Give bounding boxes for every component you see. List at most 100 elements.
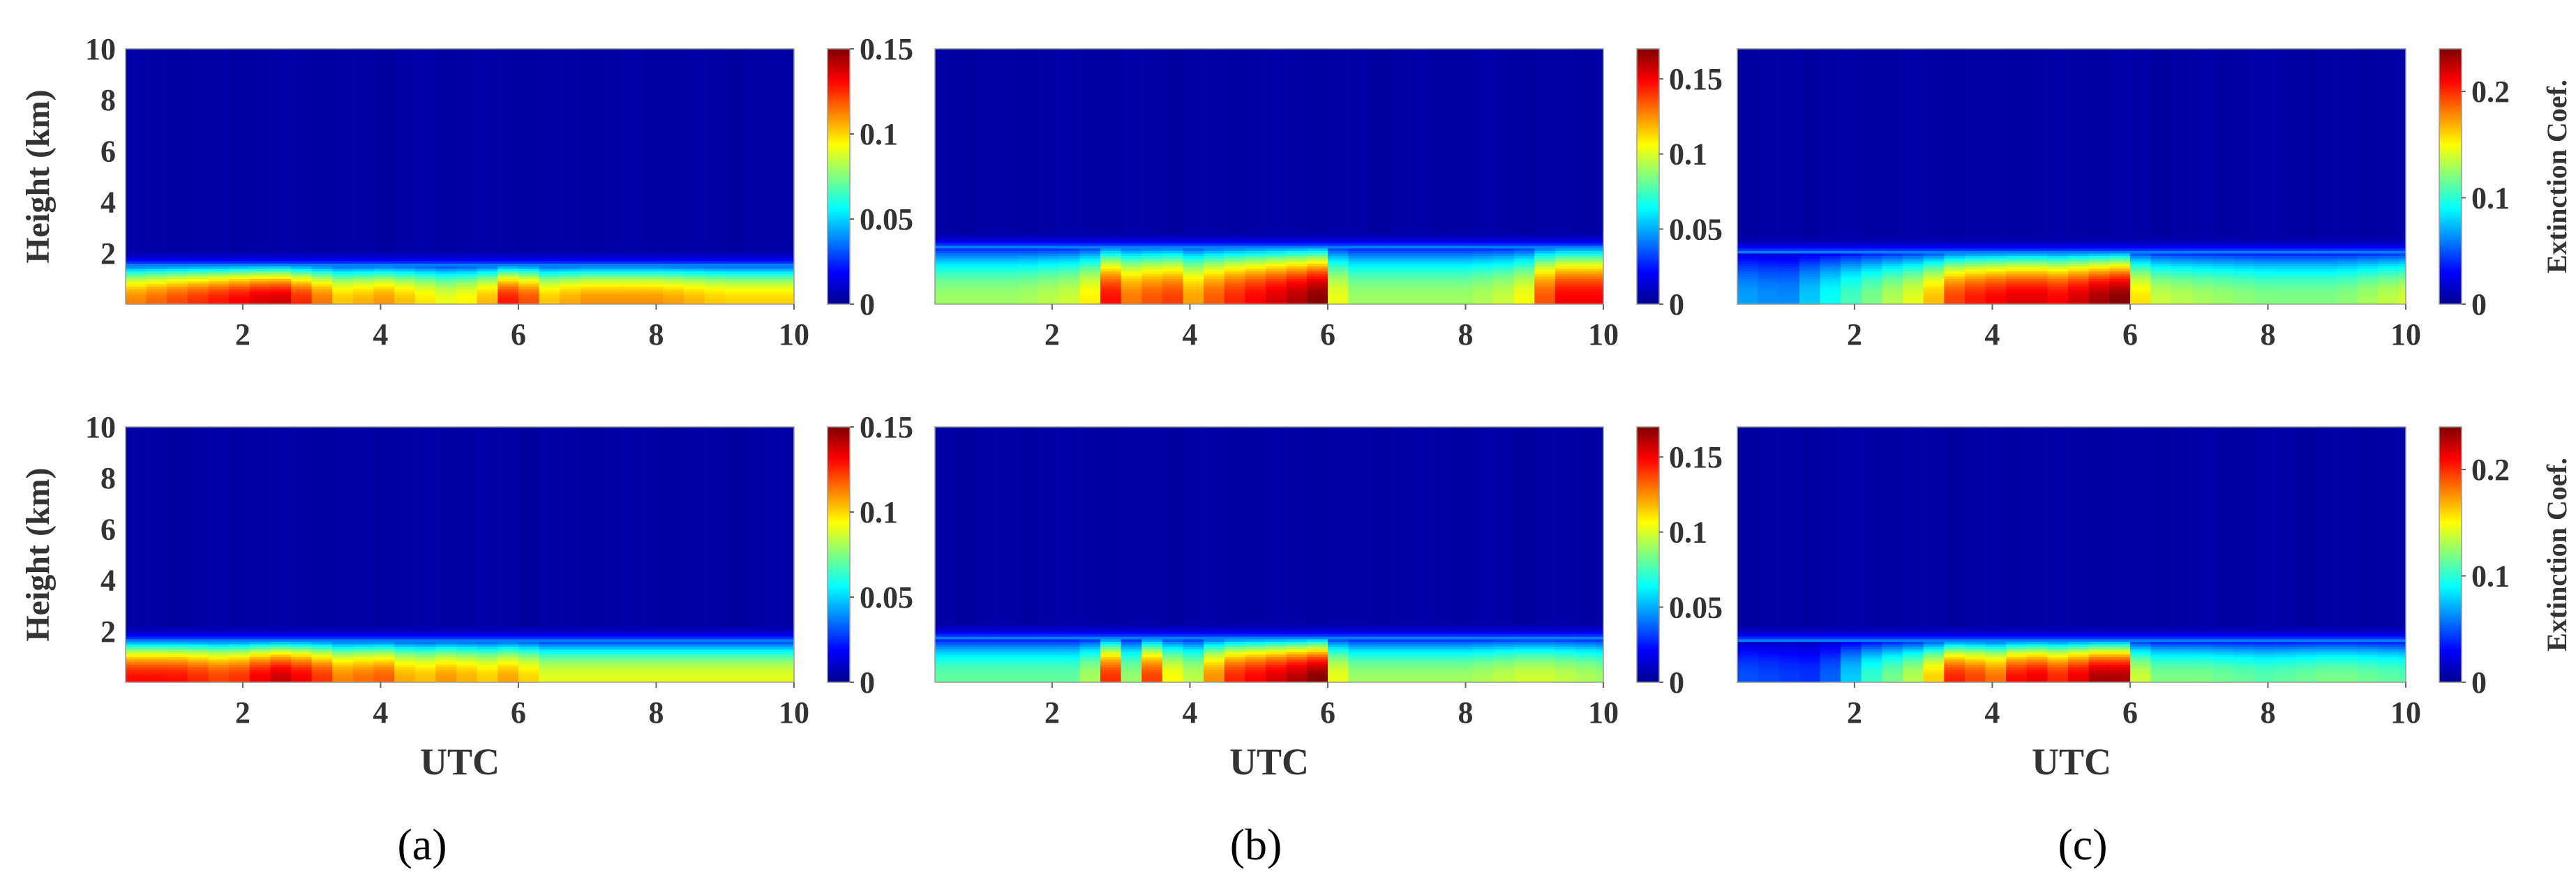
heatmap-cell: [1266, 294, 1287, 297]
heatmap-cell: [2357, 263, 2379, 266]
heatmap-cell: [414, 294, 437, 297]
heatmap-cell: [1369, 659, 1391, 663]
heatmap-cell: [560, 679, 581, 682]
heatmap-cell: [1183, 237, 1204, 241]
heatmap-cell: [146, 286, 167, 289]
heatmap-cell: [2068, 299, 2090, 302]
heatmap-cell: [126, 641, 147, 645]
heatmap-cell: [1431, 235, 1453, 239]
heatmap-cell: [270, 629, 292, 632]
heatmap-cell: [394, 260, 416, 264]
heatmap-cell: [663, 667, 684, 670]
heatmap-cell: [1369, 263, 1391, 266]
heatmap-cell: [1204, 659, 1225, 663]
heatmap-cell: [1410, 268, 1432, 272]
heatmap-cell: [2337, 248, 2358, 251]
heatmap-cell: [2378, 49, 2399, 238]
heatmap-cell: [1944, 237, 1965, 241]
heatmap-cell: [1162, 626, 1184, 629]
heatmap-cell: [1183, 636, 1204, 640]
heatmap-cell: [935, 644, 957, 647]
heatmap-cell: [1121, 263, 1142, 266]
heatmap-cell: [1820, 291, 1841, 294]
heatmap-cell: [601, 669, 622, 672]
heatmap-cell: [1492, 266, 1515, 269]
heatmap-cell: [2316, 667, 2337, 670]
heatmap-cell: [1513, 286, 1535, 289]
heatmap-cell: [663, 656, 684, 660]
heatmap-cell: [1513, 656, 1535, 660]
heatmap-cell: [1183, 291, 1204, 294]
heatmap-cell: [1882, 629, 1903, 632]
heatmap-cell: [1369, 243, 1391, 246]
heatmap-cell: [996, 661, 1019, 665]
heatmap-cell: [955, 245, 977, 249]
heatmap-cell: [146, 281, 167, 285]
heatmap-cell: [1758, 301, 1779, 304]
heatmap-cell: [1286, 636, 1308, 640]
heatmap-cell: [1307, 250, 1328, 254]
heatmap-cell: [187, 636, 209, 640]
heatmap-cell: [1492, 629, 1515, 632]
heatmap-cell: [955, 679, 977, 682]
heatmap-cell: [745, 299, 767, 302]
heatmap-cell: [976, 299, 998, 302]
heatmap-cell: [622, 654, 643, 657]
heatmap-cell: [1058, 661, 1081, 665]
heatmap-cell: [2378, 633, 2399, 637]
heatmap-cell: [996, 286, 1019, 289]
heatmap-cell: [976, 629, 998, 632]
heatmap-cell: [167, 649, 188, 652]
heatmap-cell: [435, 253, 457, 257]
heatmap-cell: [1245, 286, 1266, 289]
heatmap-cell: [1431, 641, 1453, 645]
heatmap-cell: [2171, 672, 2193, 675]
heatmap-cell: [1431, 294, 1453, 297]
heatmap-cell: [1431, 258, 1453, 262]
heatmap-cell: [2109, 248, 2131, 251]
heatmap-cell: [1162, 646, 1184, 650]
heatmap-cell: [1162, 644, 1184, 647]
heatmap-cell: [787, 659, 794, 663]
heatmap-cell: [1513, 427, 1535, 624]
heatmap-cell: [601, 260, 622, 264]
heatmap-cell: [1820, 638, 1841, 642]
heatmap-cell: [1204, 235, 1225, 239]
heatmap-cell: [787, 427, 794, 626]
heatmap-cell: [2316, 626, 2337, 629]
heatmap-cell: [580, 291, 602, 294]
heatmap-cell: [2150, 661, 2172, 665]
heatmap-cell: [1141, 679, 1163, 682]
heatmap-cell: [1903, 49, 1924, 238]
heatmap-cell: [1861, 296, 1883, 300]
heatmap-cell: [1985, 646, 2007, 650]
heatmap-cell: [1204, 677, 1225, 680]
heatmap-cell: [1555, 626, 1577, 629]
heatmap-cell: [518, 49, 540, 251]
heatmap-cell: [270, 649, 292, 652]
heatmap-cell: [1513, 646, 1535, 650]
heatmap-cell: [435, 294, 457, 297]
x-axis-label: UTC: [1229, 741, 1309, 783]
heatmap-cell: [2357, 296, 2379, 300]
heatmap-cell: [976, 672, 998, 675]
heatmap-cell: [787, 641, 794, 645]
heatmap-cell: [1204, 633, 1225, 637]
heatmap-cell: [1964, 626, 1986, 629]
heatmap-cell: [1224, 276, 1246, 279]
heatmap-cell: [1841, 271, 1862, 274]
heatmap-cell: [601, 266, 622, 269]
heatmap-cell: [935, 248, 957, 251]
heatmap-cell: [2150, 286, 2172, 289]
heatmap-cell: [229, 669, 250, 672]
heatmap-cell: [955, 656, 977, 660]
heatmap-cell: [2006, 291, 2028, 294]
heatmap-cell: [1861, 250, 1883, 254]
heatmap-cell: [1779, 276, 1800, 279]
heatmap-cell: [518, 656, 540, 660]
heatmap-cell: [1183, 669, 1204, 672]
heatmap-cell: [1779, 301, 1800, 304]
heatmap-cell: [976, 278, 998, 282]
heatmap-cell: [2171, 659, 2193, 663]
heatmap-cell: [935, 273, 957, 277]
